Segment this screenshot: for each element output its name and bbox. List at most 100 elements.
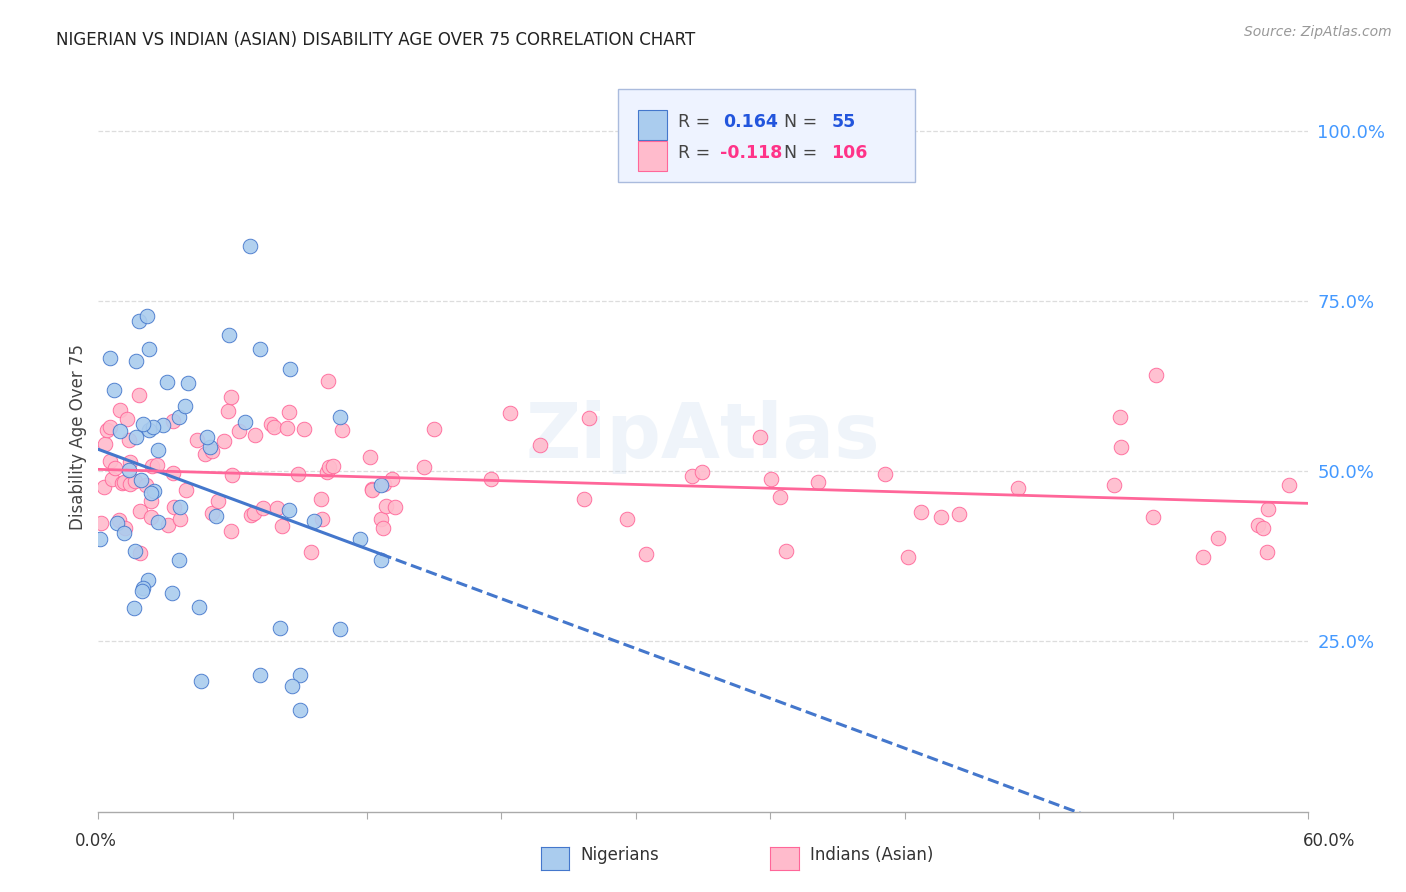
Point [287, 467, 309, 482]
FancyBboxPatch shape [619, 88, 915, 182]
Point [266, 501, 288, 516]
Point [243, 506, 266, 520]
FancyBboxPatch shape [638, 111, 666, 140]
Point [200, 440, 222, 454]
Point [329, 409, 352, 424]
Point [138, 423, 160, 437]
Point [370, 552, 392, 566]
Point [252, 501, 274, 516]
Point [1142, 509, 1164, 524]
Point [122, 601, 145, 615]
Text: Source: ZipAtlas.com: Source: ZipAtlas.com [1244, 25, 1392, 39]
Text: NIGERIAN VS INDIAN (ASIAN) DISABILITY AGE OVER 75 CORRELATION CHART: NIGERIAN VS INDIAN (ASIAN) DISABILITY AG… [56, 31, 696, 49]
Point [233, 415, 256, 429]
Point [188, 600, 211, 615]
Point [330, 424, 353, 438]
Point [143, 483, 166, 498]
Point [131, 473, 153, 487]
Point [162, 466, 184, 480]
Point [299, 545, 322, 559]
Point [479, 472, 502, 486]
Point [574, 492, 596, 507]
Text: ZipAtlas: ZipAtlas [526, 401, 880, 474]
Point [276, 421, 298, 435]
Point [120, 455, 142, 469]
Text: -0.118: -0.118 [720, 144, 782, 161]
Point [89, 532, 111, 546]
Point [139, 493, 162, 508]
Point [190, 673, 212, 688]
Point [156, 375, 179, 389]
Point [195, 430, 218, 444]
Point [349, 533, 371, 547]
Point [98, 351, 121, 366]
Point [128, 504, 150, 518]
Point [162, 586, 184, 600]
Point [769, 490, 792, 504]
Point [681, 468, 703, 483]
Point [423, 422, 446, 436]
Point [239, 239, 262, 253]
Point [370, 477, 392, 491]
Point [115, 412, 138, 426]
Point [373, 477, 395, 491]
Point [141, 510, 163, 524]
Point [169, 512, 191, 526]
Point [322, 458, 344, 473]
Point [167, 552, 190, 566]
Point [207, 493, 229, 508]
Point [146, 458, 169, 472]
Point [108, 403, 131, 417]
Point [370, 512, 392, 526]
Point [118, 463, 141, 477]
Text: Nigerians: Nigerians [581, 846, 659, 863]
Point [104, 461, 127, 475]
Point [132, 581, 155, 595]
Point [690, 465, 713, 479]
Point [124, 544, 146, 558]
Point [278, 503, 301, 517]
Text: R =: R = [678, 113, 716, 131]
Point [176, 376, 198, 391]
Point [138, 342, 160, 356]
Text: N =: N = [785, 144, 823, 161]
Text: 0.164: 0.164 [724, 113, 779, 131]
Point [98, 420, 121, 434]
Point [278, 362, 301, 376]
Point [316, 465, 339, 479]
Point [1278, 478, 1301, 492]
Point [156, 518, 179, 533]
Point [128, 314, 150, 328]
Point [288, 668, 311, 682]
Point [212, 434, 235, 448]
Point [124, 474, 146, 488]
Point [128, 546, 150, 560]
Point [152, 418, 174, 433]
Point [413, 459, 436, 474]
Point [374, 499, 396, 513]
Point [136, 573, 159, 587]
Text: Indians (Asian): Indians (Asian) [810, 846, 934, 863]
Point [169, 500, 191, 514]
Text: N =: N = [785, 113, 823, 131]
Point [176, 483, 198, 498]
Point [360, 482, 382, 496]
Point [269, 621, 291, 635]
Point [108, 513, 131, 527]
Point [1144, 368, 1167, 382]
Point [219, 524, 242, 538]
Point [96, 423, 118, 437]
Point [636, 548, 658, 562]
Point [146, 443, 169, 458]
Point [139, 486, 162, 500]
Point [120, 476, 142, 491]
Point [361, 483, 384, 498]
Point [578, 410, 600, 425]
Point [93, 480, 115, 494]
Point [219, 390, 242, 404]
Point [1108, 410, 1130, 425]
Point [263, 420, 285, 434]
Point [271, 518, 294, 533]
Point [329, 622, 352, 636]
Point [217, 404, 239, 418]
